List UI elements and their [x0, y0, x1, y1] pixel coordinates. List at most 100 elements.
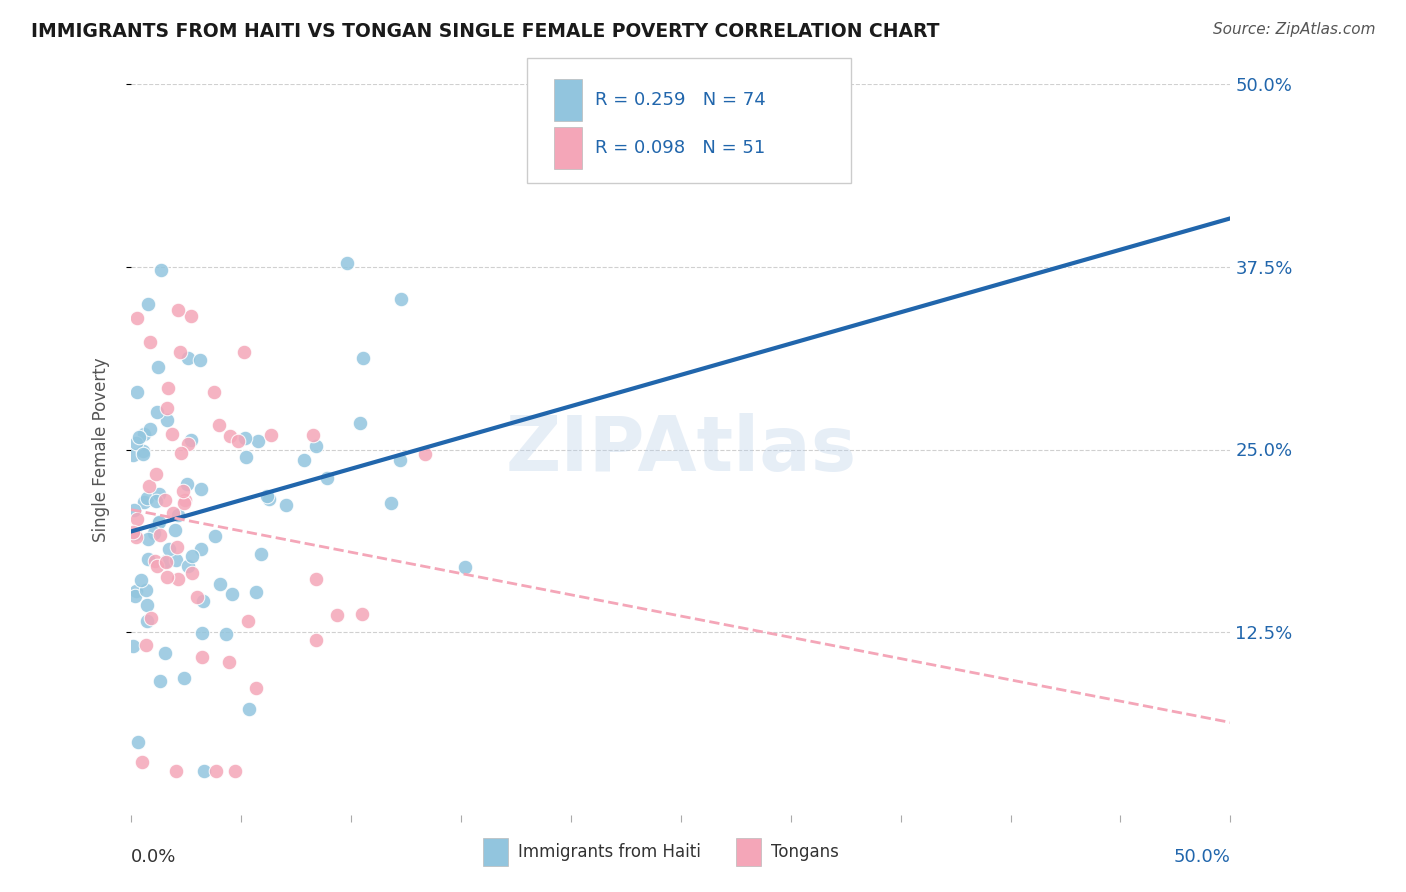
Text: Immigrants from Haiti: Immigrants from Haiti — [517, 843, 700, 861]
Point — [453, 560, 475, 574]
Point — [160, 426, 183, 441]
Point — [134, 427, 156, 442]
Text: 50.0%: 50.0% — [1174, 848, 1230, 866]
Point — [204, 529, 226, 543]
Point — [155, 554, 177, 568]
Point — [236, 615, 259, 629]
Point — [208, 417, 231, 432]
Point — [235, 450, 257, 464]
Point — [122, 449, 145, 463]
Point — [173, 671, 195, 685]
Point — [153, 646, 176, 660]
Point — [232, 344, 254, 359]
Point — [135, 582, 157, 597]
Point — [176, 476, 198, 491]
Point — [143, 554, 166, 568]
Point — [156, 570, 179, 584]
Text: IMMIGRANTS FROM HAITI VS TONGAN SINGLE FEMALE POVERTY CORRELATION CHART: IMMIGRANTS FROM HAITI VS TONGAN SINGLE F… — [31, 22, 939, 41]
Point — [180, 434, 202, 448]
Point — [221, 586, 243, 600]
Point — [188, 353, 211, 368]
Point — [177, 437, 200, 451]
Point — [205, 764, 228, 778]
Text: 0.0%: 0.0% — [131, 848, 177, 866]
Point — [202, 385, 225, 400]
Point — [233, 431, 256, 445]
Text: Tongans: Tongans — [770, 843, 838, 861]
Point — [316, 471, 339, 485]
Point — [166, 572, 188, 586]
Point — [169, 345, 191, 359]
Point — [350, 607, 373, 621]
Point — [219, 429, 242, 443]
Point — [127, 735, 149, 749]
Point — [125, 511, 148, 525]
Point — [127, 311, 149, 326]
Point — [138, 479, 160, 493]
Point — [124, 589, 146, 603]
Point — [163, 523, 186, 537]
Point — [191, 594, 214, 608]
Y-axis label: Single Female Poverty: Single Female Poverty — [93, 357, 110, 541]
Point — [173, 496, 195, 510]
Point — [191, 626, 214, 640]
Point — [208, 576, 231, 591]
Point — [134, 495, 156, 509]
Point — [122, 524, 145, 539]
Point — [145, 405, 167, 419]
Point — [172, 483, 194, 498]
Point — [336, 256, 359, 270]
Point — [165, 553, 187, 567]
Point — [256, 489, 278, 503]
Point — [257, 492, 280, 507]
Point — [146, 559, 169, 574]
Point — [326, 608, 349, 623]
Point — [181, 549, 204, 563]
Point — [145, 467, 167, 481]
Point — [125, 436, 148, 450]
Point — [388, 453, 411, 467]
Point — [145, 494, 167, 508]
Point — [150, 263, 173, 277]
Point — [135, 491, 157, 506]
Point — [380, 495, 402, 509]
Point — [132, 444, 155, 458]
Point — [155, 555, 177, 569]
Point — [215, 626, 238, 640]
Point — [180, 309, 202, 323]
Point — [181, 566, 204, 580]
Point — [349, 416, 371, 430]
Point — [186, 590, 208, 604]
Point — [125, 584, 148, 599]
Point — [131, 755, 153, 769]
Point — [146, 359, 169, 374]
Point — [146, 516, 169, 530]
Point — [129, 573, 152, 587]
Point — [135, 614, 157, 628]
Point — [122, 639, 145, 653]
Point — [167, 508, 190, 523]
Point — [302, 427, 325, 442]
Point — [238, 702, 260, 716]
Point — [245, 681, 267, 695]
Point — [190, 541, 212, 556]
Point — [148, 486, 170, 500]
Point — [148, 515, 170, 529]
Point — [176, 558, 198, 573]
Point — [260, 427, 283, 442]
Point — [305, 572, 328, 586]
Point — [127, 384, 149, 399]
Point — [135, 639, 157, 653]
Text: ZIPAtlas: ZIPAtlas — [505, 412, 856, 486]
Point — [136, 297, 159, 311]
Point — [165, 764, 187, 778]
Point — [132, 447, 155, 461]
Point — [149, 528, 172, 542]
Point — [157, 381, 180, 395]
Point — [218, 655, 240, 669]
Point — [136, 552, 159, 566]
Point — [352, 351, 374, 366]
Point — [143, 526, 166, 541]
Point — [135, 598, 157, 612]
Point — [156, 401, 179, 415]
